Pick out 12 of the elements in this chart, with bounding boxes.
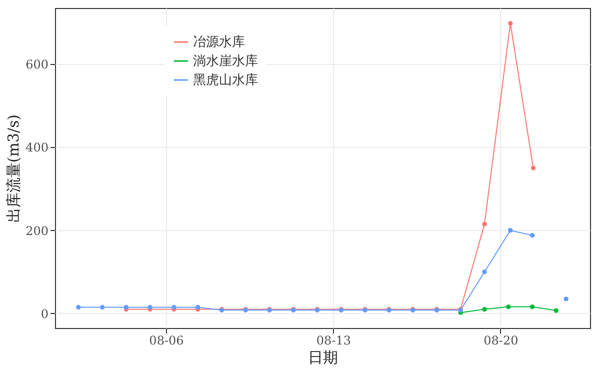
x-tick-label: 08-20 [484,334,518,348]
x-tick-label: 08-06 [149,334,184,348]
legend-label: 黑虎山水库 [193,73,258,88]
legend-label: 冶源水库 [193,35,245,50]
x-axis-title: 日期 [308,348,338,366]
y-axis-title: 出库流量(m3/s) [4,114,23,223]
y-tick-label: 400 [26,140,48,155]
legend-label: 淌水崖水库 [193,54,258,69]
y-tick-label: 0 [40,306,48,321]
x-tick-label: 08-13 [316,334,351,348]
y-tick-label: 200 [26,224,48,238]
y-tick-label: 600 [26,58,48,72]
